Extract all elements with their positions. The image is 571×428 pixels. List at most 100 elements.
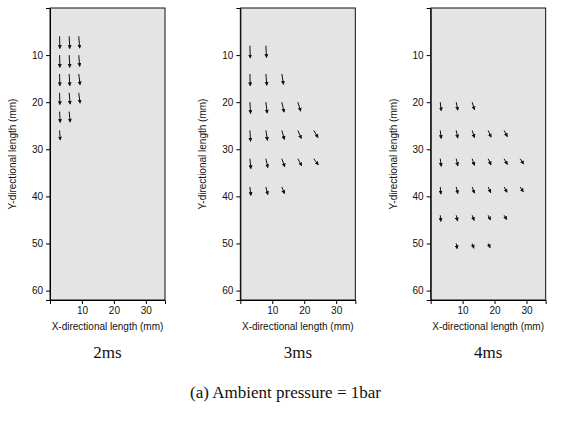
y-tick-label: 30: [32, 144, 44, 155]
y-tick-label: 10: [222, 50, 234, 61]
plot-frame: [240, 8, 355, 300]
velocity-vector: [59, 74, 60, 86]
velocity-vector: [282, 130, 285, 139]
velocity-vector: [266, 187, 268, 195]
panel-title: 2ms: [93, 343, 121, 362]
vector-field: [60, 36, 80, 140]
y-tick-label: 30: [222, 144, 234, 155]
x-tick: 10: [77, 300, 89, 316]
velocity-vector: [69, 55, 71, 67]
y-tick: 30: [413, 144, 431, 155]
y-tick-mark: [46, 102, 50, 103]
y-tick-mark: [46, 243, 50, 244]
velocity-vector: [59, 93, 60, 105]
velocity-vector: [249, 130, 251, 141]
velocity-vector: [266, 159, 268, 168]
y-tick: 30: [222, 144, 240, 155]
plot-background: [431, 8, 546, 300]
y-tick: 60: [32, 285, 50, 296]
y-tick: 50: [222, 238, 240, 249]
panel-title: 3ms: [284, 343, 312, 362]
velocity-vector: [504, 130, 507, 136]
velocity-vector: [249, 74, 250, 86]
y-tick-mark: [46, 149, 50, 150]
figure-caption: (a) Ambient pressure = 1bar: [190, 383, 381, 402]
x-tick-mark: [336, 300, 337, 304]
y-tick-mark: [427, 243, 431, 244]
velocity-vector: [440, 159, 442, 167]
y-tick-mark: [427, 55, 431, 56]
x-axis-line: [51, 301, 166, 305]
y-tick-mark: [46, 55, 50, 56]
y-tick: 40: [32, 191, 50, 202]
x-tick-label: 10: [77, 305, 89, 316]
x-tick: 20: [109, 300, 121, 316]
velocity-vector: [69, 36, 71, 48]
velocity-vector: [79, 93, 80, 103]
y-axis-title: Y-directional length (mm): [7, 99, 18, 210]
y-tick-label: 60: [32, 285, 44, 296]
velocity-vector: [520, 159, 524, 164]
x-tick: 10: [458, 300, 470, 316]
panel: 102030102030405060X-directional length (…: [388, 8, 546, 362]
velocity-vector: [472, 102, 474, 110]
velocity-vector: [78, 55, 80, 66]
velocity-vector: [488, 187, 491, 193]
velocity-vector: [488, 243, 490, 247]
x-tick-label: 20: [109, 305, 121, 316]
x-axis-line: [431, 301, 546, 305]
velocity-vector: [282, 74, 284, 84]
velocity-vector: [440, 215, 442, 221]
y-axis-title: Y-directional length (mm): [388, 99, 399, 210]
x-tick-mark: [463, 300, 464, 304]
velocity-vector: [472, 243, 474, 248]
y-tick-mark: [427, 291, 431, 292]
y-tick-label: 50: [32, 238, 44, 249]
y-tick-mark: [236, 196, 240, 197]
velocity-vector: [488, 159, 491, 165]
velocity-vector: [59, 55, 60, 67]
x-axis: 102030: [431, 300, 546, 316]
y-axis-line: [427, 9, 432, 301]
x-tick: 20: [299, 300, 311, 316]
x-tick: 10: [267, 300, 279, 316]
x-axis: 102030: [51, 300, 166, 316]
velocity-vector: [472, 187, 474, 193]
y-tick-mark: [427, 196, 431, 197]
y-tick-label: 50: [413, 238, 425, 249]
velocity-vector: [69, 93, 71, 104]
y-tick-mark: [236, 291, 240, 292]
x-tick-label: 30: [521, 305, 533, 316]
y-tick: 40: [413, 191, 431, 202]
velocity-vector: [314, 130, 318, 137]
velocity-vector: [488, 215, 490, 220]
plot-background: [240, 8, 355, 300]
velocity-vector: [69, 74, 71, 86]
x-tick: 30: [521, 300, 533, 316]
velocity-vector: [472, 159, 474, 166]
x-tick-mark: [82, 300, 83, 304]
y-axis: 102030405060: [222, 9, 241, 301]
x-tick-label: 20: [299, 305, 311, 316]
y-tick-label: 60: [413, 285, 425, 296]
y-tick-label: 20: [222, 97, 234, 108]
velocity-vector: [59, 130, 61, 139]
x-axis-title: X-directional length (mm): [242, 321, 354, 332]
y-tick-label: 60: [222, 285, 234, 296]
velocity-vector: [456, 130, 458, 138]
velocity-vector: [79, 74, 80, 85]
plot-background: [50, 8, 165, 300]
velocity-vector: [78, 36, 80, 48]
vector-field: [440, 102, 523, 248]
velocity-vector: [456, 187, 458, 194]
velocity-vector: [456, 215, 457, 221]
velocity-vector: [266, 102, 267, 113]
velocity-vector: [504, 187, 507, 192]
y-tick: 50: [413, 238, 431, 249]
y-tick-label: 20: [32, 97, 44, 108]
velocity-vector: [504, 215, 507, 219]
y-tick: 20: [222, 97, 240, 108]
panel-title: 4ms: [474, 343, 502, 362]
plot-frame: [431, 8, 546, 300]
velocity-vector: [59, 36, 60, 48]
